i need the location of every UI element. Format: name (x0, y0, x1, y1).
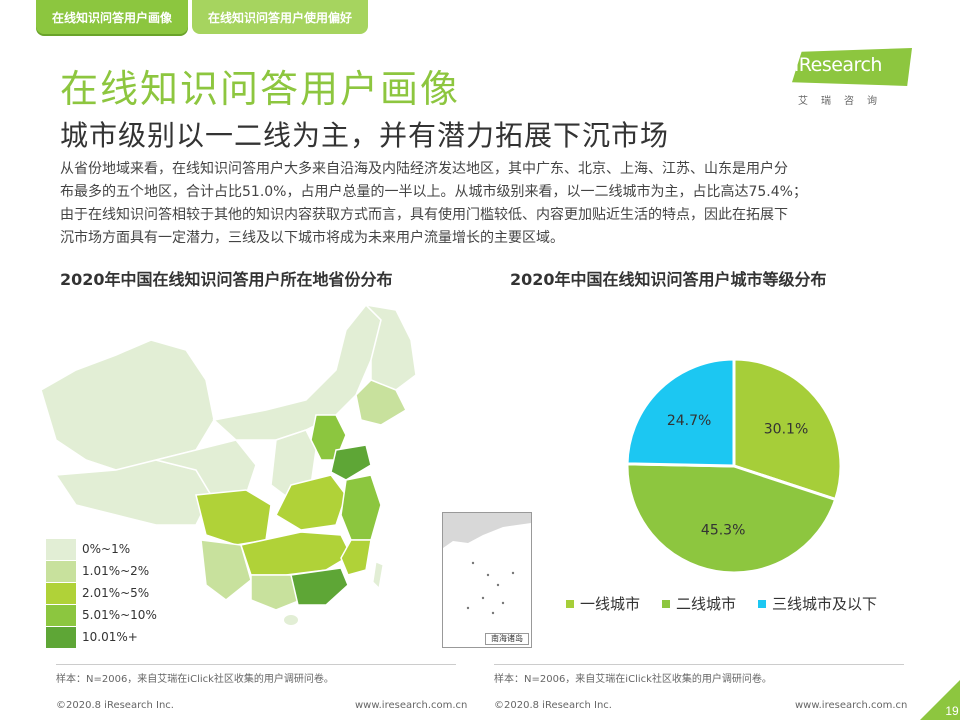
legend-swatch (46, 538, 76, 560)
pie-slice-tier2 (625, 462, 838, 575)
china-province-map (40, 303, 417, 625)
inset-map (443, 513, 531, 615)
map-region-xinjiang (40, 339, 215, 471)
city-tier-pie-chart: 30.1% 45.3% 24.7% (625, 357, 843, 575)
map-region-hainan (284, 615, 298, 625)
pie-data-label: 45.3% (701, 522, 745, 538)
map-title: 2020年中国在线知识问答用户所在地省份分布 (60, 270, 393, 289)
legend-swatch (46, 560, 76, 582)
page-subtitle: 城市级别以一二线为主，并有潜力拓展下沉市场 (60, 119, 670, 152)
map-region-northeast (355, 379, 407, 426)
pie-data-label: 24.7% (667, 413, 711, 429)
legend-item: 1.01%~2% (46, 560, 157, 582)
logo-mark (792, 48, 912, 86)
left-copyright: ©2020.8 iResearch Inc. (56, 700, 174, 711)
legend-swatch (46, 582, 76, 604)
pie-legend-item: 一线城市 (566, 593, 640, 614)
page-number: 19 (945, 704, 959, 718)
footer-divider (494, 664, 904, 665)
legend-label: 10.01%+ (82, 630, 138, 644)
right-copyright: ©2020.8 iResearch Inc. (494, 700, 612, 711)
pie-slice-tier1 (732, 357, 843, 502)
legend-label: 5.01%~10% (82, 608, 157, 622)
logo-word: iResearch (794, 54, 882, 76)
map-region-east-coast (340, 474, 382, 541)
map-region-yunnan (200, 539, 252, 601)
legend-item: 5.01%~10% (46, 604, 157, 626)
body-line: 沉市场方面具有一定潜力，三线及以下城市将成为未来用户流量增长的主要区域。 (60, 230, 564, 246)
pie-legend: 一线城市 二线城市 三线城市及以下 (566, 593, 877, 614)
legend-label: 0%~1% (82, 542, 131, 556)
pie-legend-item: 三线城市及以下 (758, 593, 877, 614)
section-tabs: 在线知识问答用户画像 在线知识问答用户使用偏好 (36, 0, 369, 34)
legend-item: 2.01%~5% (46, 582, 157, 604)
map-region-guangdong (290, 567, 349, 606)
body-line: 由于在线知识问答相较于其他的知识内容获取方式而言，具有使用门槛较低、内容更加贴近… (60, 207, 788, 223)
page-title: 在线知识问答用户画像 (60, 67, 461, 111)
body-paragraph: 从省份地域来看，在线知识问答用户大多来自沿海及内陆经济发达地区，其中广东、北京、… (60, 158, 920, 250)
map-region-sichuan (195, 489, 272, 546)
map-region-guangxi (250, 574, 302, 611)
iresearch-logo: iResearch 艾瑞咨询 (790, 48, 912, 110)
map-legend: 0%~1% 1.01%~2% 2.01%~5% 5.01%~10% 10.01%… (46, 538, 157, 648)
tab-user-profile[interactable]: 在线知识问答用户画像 (36, 0, 189, 34)
pie-legend-label: 三线城市及以下 (772, 595, 878, 613)
map-region-fujian (340, 539, 372, 576)
tab-usage-preference[interactable]: 在线知识问答用户使用偏好 (192, 0, 369, 34)
right-url: www.iresearch.com.cn (795, 700, 908, 711)
inset-caption: 南海诸岛 (485, 633, 529, 645)
left-source-note: 样本：N=2006，来自艾瑞在iClick社区收集的用户调研问卷。 (56, 674, 334, 685)
legend-dot (566, 599, 574, 608)
south-china-sea-inset: 南海诸岛 (442, 512, 532, 648)
pie-chart-title: 2020年中国在线知识问答用户城市等级分布 (510, 270, 827, 289)
logo-subtitle: 艾瑞咨询 (798, 96, 890, 107)
right-source-note: 样本：N=2006，来自艾瑞在iClick社区收集的用户调研问卷。 (494, 674, 772, 685)
legend-swatch (46, 626, 76, 648)
map-region-qinghai (155, 439, 257, 496)
map-region-inner-mongolia (212, 303, 382, 441)
legend-dot (758, 599, 767, 608)
footer-divider (56, 664, 456, 665)
legend-swatch (46, 604, 76, 626)
pie-legend-label: 一线城市 (580, 595, 641, 613)
body-line: 布最多的五个地区，合计占比51.0%，占用户总量的一半以上。从城市级别来看，以一… (60, 184, 807, 200)
body-line: 从省份地域来看，在线知识问答用户大多来自沿海及内陆经济发达地区，其中广东、北京、… (60, 161, 788, 177)
map-region-shandong (330, 444, 372, 481)
pie-slice-tier3 (625, 357, 736, 468)
map-region-central (275, 474, 347, 531)
legend-item: 0%~1% (46, 538, 157, 560)
legend-label: 2.01%~5% (82, 586, 150, 600)
page-number-badge: 19 (920, 680, 960, 720)
pie-legend-item: 二线城市 (662, 593, 736, 614)
legend-label: 1.01%~2% (82, 564, 150, 578)
pie-data-label: 30.1% (764, 421, 808, 437)
left-url: www.iresearch.com.cn (355, 700, 468, 711)
legend-item: 10.01%+ (46, 626, 157, 648)
legend-dot (662, 599, 671, 608)
pie-legend-label: 二线城市 (676, 595, 737, 613)
map-region-tibet (54, 459, 212, 526)
map-region-taiwan (372, 561, 384, 590)
